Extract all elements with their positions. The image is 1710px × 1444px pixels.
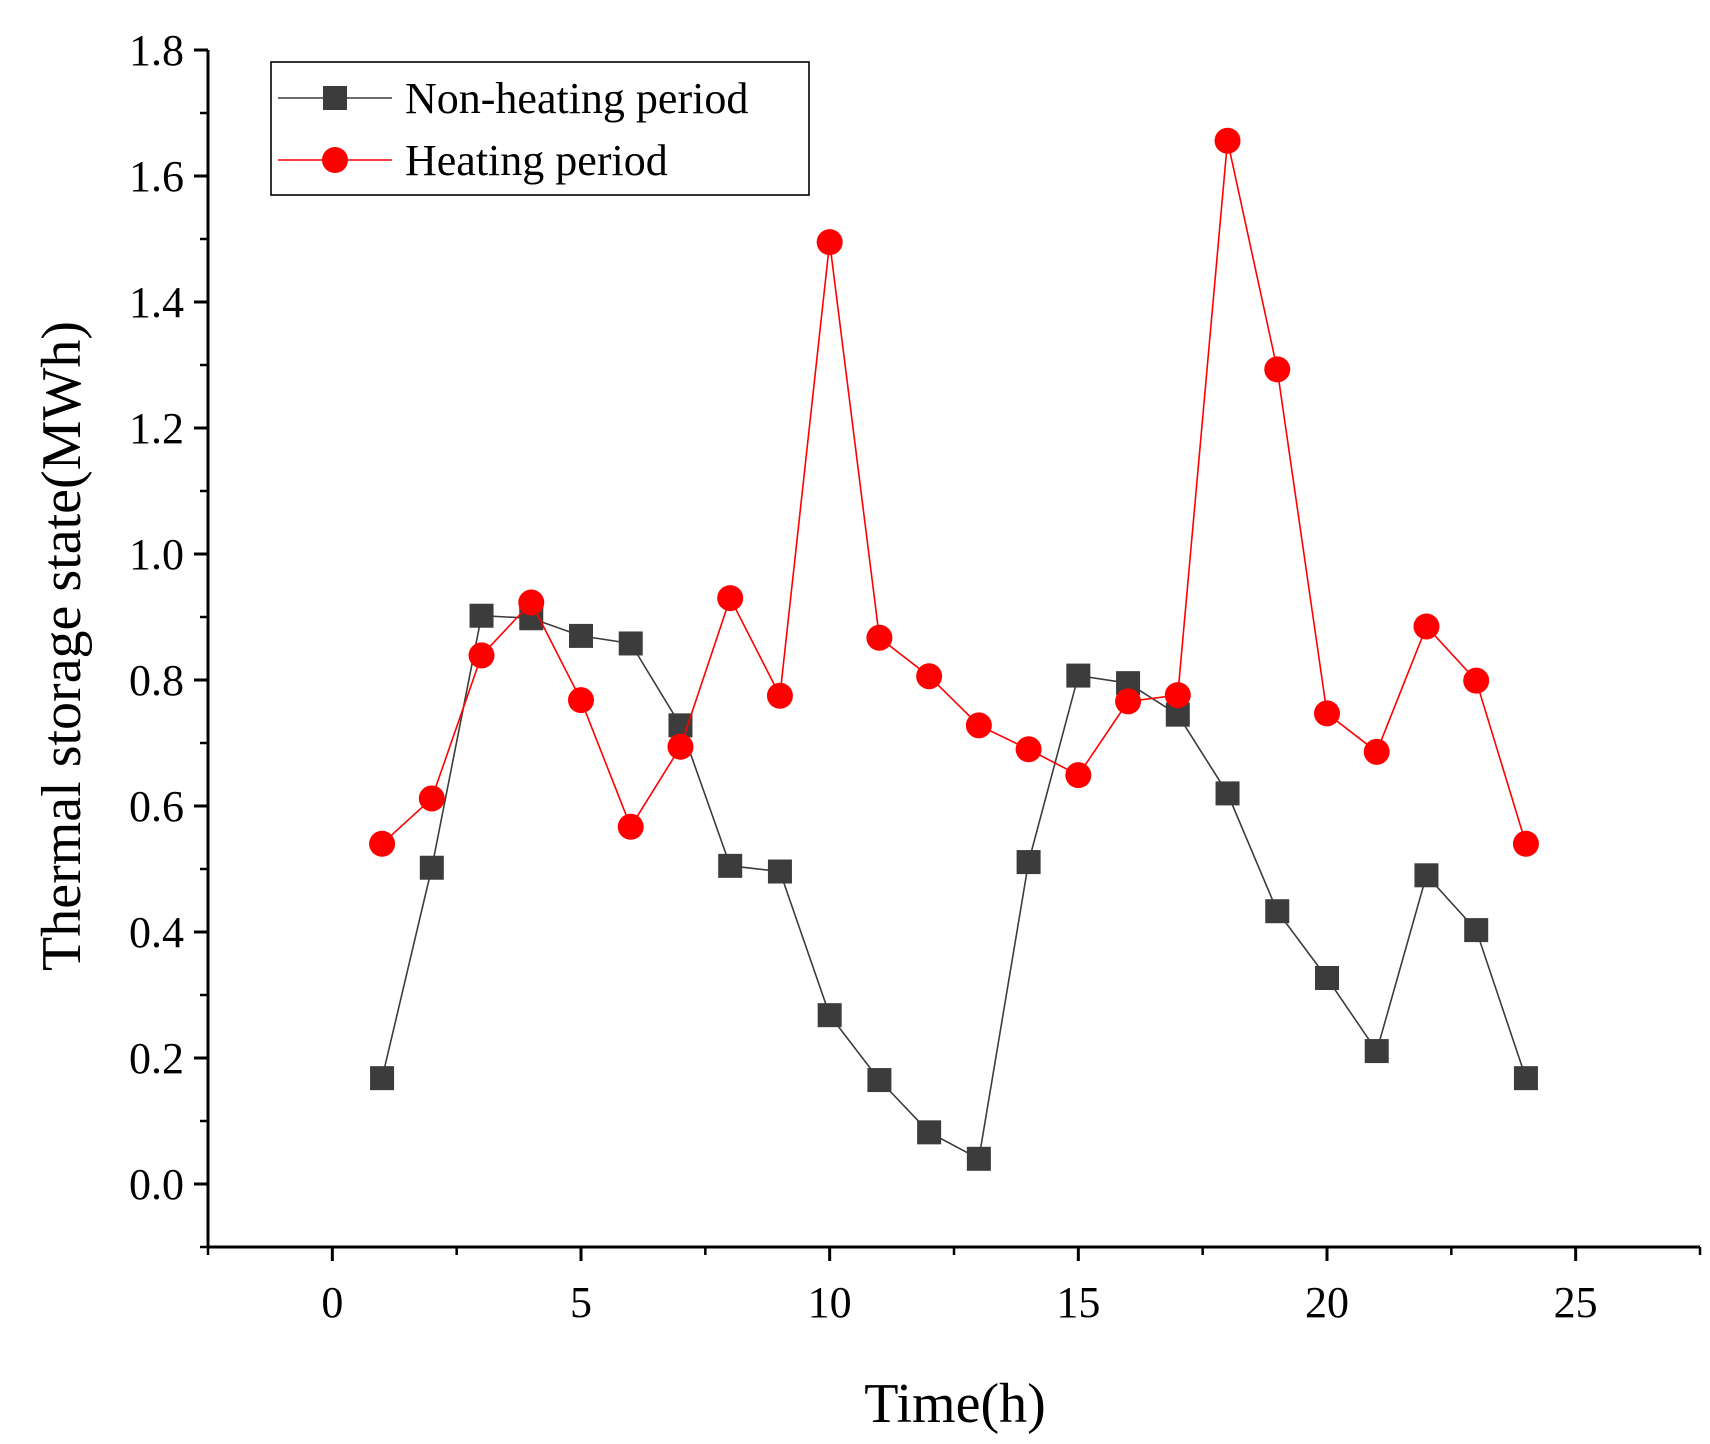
legend-marker-circle (322, 147, 348, 173)
legend: Non-heating period Heating period (270, 61, 810, 196)
data-point (1265, 899, 1290, 924)
data-point (1513, 1066, 1538, 1091)
data-point (867, 1068, 892, 1093)
y-tick-label: 0.0 (129, 1160, 184, 1209)
data-point (866, 624, 893, 651)
data-point (966, 1146, 991, 1171)
series-heating-period (369, 127, 1539, 857)
data-point (917, 1120, 942, 1145)
data-point (667, 733, 694, 760)
data-point (1015, 736, 1042, 763)
y-tick-label: 1.8 (129, 26, 184, 75)
y-tick-label: 1.4 (129, 278, 184, 327)
data-point (1264, 356, 1291, 383)
data-point (718, 853, 743, 878)
x-tick-label: 25 (1554, 1278, 1598, 1327)
y-tick-label: 0.4 (129, 908, 184, 957)
data-point (916, 663, 943, 690)
axes: 0.0 0.2 0.4 0.6 0.8 1.0 1.2 1.4 1.6 1.8 0 5 10 15 20 25 (129, 26, 1702, 1327)
x-tick-label: 5 (570, 1278, 592, 1327)
data-point (1066, 663, 1091, 688)
y-axis-title: Thermal storage state(MWh) (31, 321, 93, 971)
data-point (370, 1066, 395, 1091)
series-line-non-heating-period (381, 614, 1527, 1161)
x-tick-label: 0 (321, 1278, 343, 1327)
series-layer (369, 127, 1539, 1171)
data-point (816, 229, 843, 256)
data-point (1164, 682, 1191, 709)
data-point (965, 712, 992, 739)
data-point (1314, 700, 1340, 727)
data-point (419, 855, 444, 880)
data-point (369, 830, 396, 857)
data-point (418, 785, 445, 812)
data-point (468, 642, 495, 669)
data-point (1463, 667, 1490, 694)
data-point (1315, 965, 1339, 990)
y-tick-label: 1.0 (129, 530, 184, 579)
data-point (1016, 850, 1041, 875)
data-point (569, 623, 593, 648)
data-point (1363, 738, 1390, 765)
y-tick-label: 0.8 (129, 656, 184, 705)
legend-label: Heating period (405, 136, 668, 185)
data-point (717, 585, 744, 612)
legend-marker-square (323, 86, 347, 110)
data-point (1413, 613, 1440, 640)
series-non-heating-period (370, 603, 1538, 1171)
data-point (1215, 781, 1240, 806)
data-point (518, 589, 545, 616)
y-tick-label: 1.2 (129, 404, 184, 453)
data-point (617, 813, 644, 840)
data-point (1364, 1039, 1389, 1064)
y-tick-label: 0.2 (129, 1034, 184, 1083)
x-axis-title: Time(h) (864, 1373, 1046, 1435)
data-point (767, 859, 792, 884)
data-point (1512, 830, 1539, 857)
legend-label: Non-heating period (405, 74, 748, 123)
data-point (1115, 688, 1142, 715)
data-point (618, 631, 643, 656)
y-tick-label: 1.6 (129, 152, 184, 201)
data-point (1214, 127, 1241, 154)
data-point (668, 713, 693, 738)
data-point (1414, 863, 1439, 888)
data-point (1464, 918, 1489, 943)
data-point (568, 687, 594, 714)
series-line-heating-period (381, 140, 1527, 845)
x-tick-label: 20 (1305, 1278, 1349, 1327)
data-point (766, 682, 793, 709)
x-tick-label: 15 (1056, 1278, 1100, 1327)
y-tick-label: 0.6 (129, 782, 184, 831)
data-point (1065, 762, 1092, 789)
x-tick-label: 10 (808, 1278, 852, 1327)
data-point (469, 603, 494, 628)
legend-box (270, 61, 810, 196)
data-point (817, 1003, 842, 1028)
